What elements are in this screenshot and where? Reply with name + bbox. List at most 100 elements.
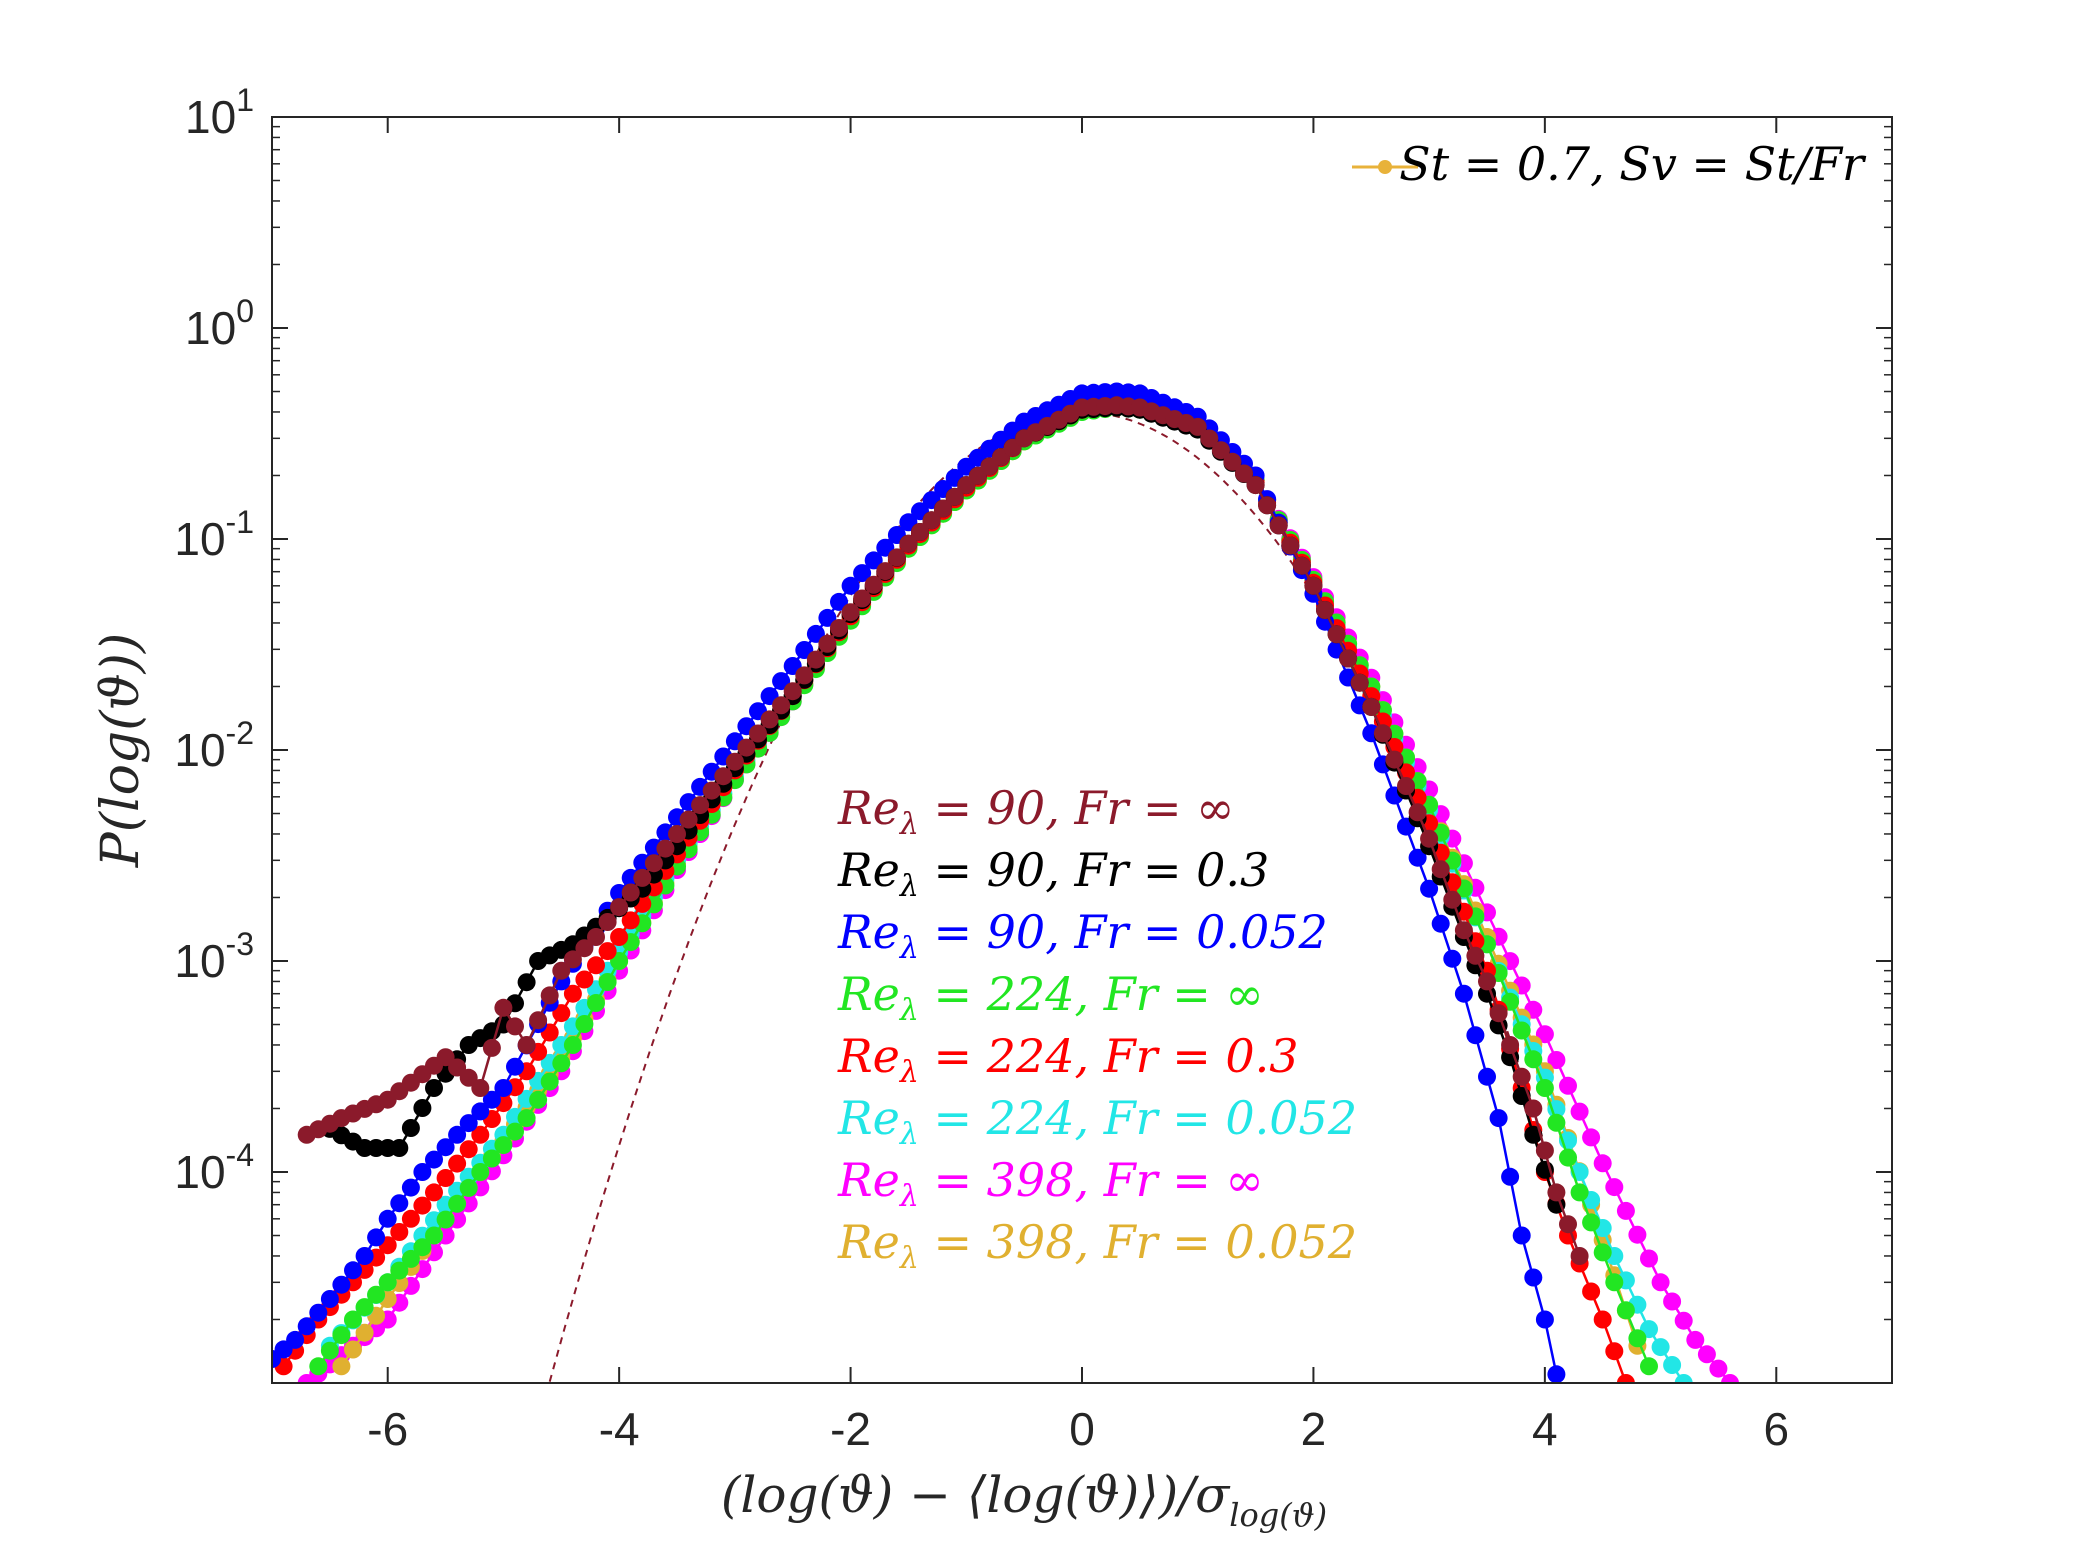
x-tick-label: -2	[830, 1403, 871, 1455]
data-point	[1570, 1102, 1589, 1121]
data-point	[448, 1194, 467, 1213]
data-point	[1547, 1195, 1566, 1214]
y-tick-label: 10-2	[174, 715, 254, 776]
data-point	[517, 973, 536, 992]
data-point	[1246, 476, 1265, 495]
data-point	[506, 1017, 524, 1036]
reference-curve-layer	[548, 411, 1546, 1382]
x-tick-label: 0	[1069, 1403, 1095, 1455]
data-point	[1385, 750, 1404, 769]
data-point	[702, 781, 721, 800]
data-point	[1547, 1051, 1566, 1069]
data-point	[390, 1223, 409, 1241]
data-point	[494, 1136, 513, 1155]
data-point	[1478, 1067, 1496, 1086]
data-point	[610, 898, 629, 917]
data-point	[425, 1226, 443, 1245]
data-point	[668, 825, 686, 843]
y-axis-ticks: 101 100 10-1 10-2 10-3 10-4	[174, 82, 1892, 1321]
data-point	[1616, 1201, 1635, 1220]
data-point	[1628, 1225, 1647, 1244]
data-point	[1547, 1113, 1566, 1132]
data-point	[1188, 417, 1207, 436]
data-point	[575, 1015, 594, 1033]
data-point	[459, 1114, 478, 1133]
data-point	[413, 1196, 432, 1215]
data-point	[1454, 984, 1473, 1003]
data-point	[401, 1119, 420, 1137]
data-point	[887, 548, 906, 567]
data-point	[1535, 1310, 1554, 1329]
series-annotation: Reλ = 224, Fr = 0.3	[837, 1029, 1299, 1090]
data-point	[853, 564, 872, 583]
data-point	[1721, 1374, 1739, 1383]
data-point	[1628, 1329, 1647, 1348]
data-point	[344, 1310, 362, 1329]
data-point	[436, 1138, 455, 1157]
data-point	[922, 511, 941, 530]
data-point	[1489, 1109, 1508, 1128]
data-point	[783, 682, 802, 701]
data-point	[367, 1228, 386, 1247]
data-point	[1674, 1311, 1693, 1330]
data-point	[1397, 777, 1415, 795]
data-point	[563, 950, 582, 969]
data-point	[355, 1323, 374, 1342]
x-tick-label: -6	[367, 1403, 408, 1455]
legend-label: St = 0.7, Sv = St/Fr	[1399, 137, 1867, 191]
x-axis-label-subscript: log(ϑ)	[1229, 1496, 1327, 1534]
data-point	[1362, 697, 1381, 716]
data-point	[1501, 1036, 1520, 1054]
data-point	[1605, 1342, 1624, 1361]
data-point	[1501, 1167, 1520, 1186]
data-point	[1640, 1357, 1658, 1376]
data-point	[1431, 914, 1450, 933]
data-point	[482, 1038, 501, 1057]
data-point	[911, 523, 929, 541]
data-point	[1547, 1100, 1566, 1119]
x-axis-label: (log(ϑ) − ⟨log(ϑ)⟩)/σlog(ϑ)	[721, 1466, 1327, 1534]
data-point	[355, 1247, 374, 1265]
data-point	[1686, 1330, 1705, 1349]
data-point	[1535, 1025, 1554, 1044]
data-point	[1547, 1365, 1566, 1383]
data-point	[737, 738, 756, 757]
data-point	[459, 1178, 478, 1197]
data-point	[899, 534, 918, 553]
data-point	[1408, 803, 1427, 822]
data-point	[1559, 1148, 1577, 1167]
data-point	[1373, 724, 1392, 743]
series-annotation: Reλ = 90, Fr = 0.3	[837, 843, 1269, 904]
data-point	[725, 752, 744, 771]
data-point	[1327, 625, 1346, 644]
data-point	[864, 551, 883, 570]
data-point	[1466, 946, 1485, 965]
series-annotation: Reλ = 224, Fr = 0.052	[837, 1091, 1357, 1152]
data-point	[1512, 1021, 1531, 1040]
data-point	[459, 1068, 478, 1087]
data-point	[1570, 1247, 1589, 1265]
data-point	[1593, 1243, 1612, 1262]
data-point	[459, 1140, 478, 1159]
data-point	[390, 1139, 409, 1157]
data-point	[818, 634, 837, 653]
data-point	[633, 868, 652, 887]
data-point	[1223, 452, 1242, 471]
data-point	[1431, 860, 1450, 879]
data-point	[448, 1154, 467, 1173]
data-point	[482, 1149, 501, 1168]
data-point	[691, 796, 710, 815]
data-point	[1339, 649, 1358, 668]
data-point	[1512, 1226, 1531, 1245]
data-point	[1269, 516, 1288, 535]
data-point	[1593, 1310, 1612, 1329]
data-point	[598, 942, 617, 961]
data-point	[1535, 1141, 1554, 1160]
legend: St = 0.7, Sv = St/Fr	[1352, 137, 1867, 191]
series-annotation: Reλ = 398, Fr = 0.052	[837, 1215, 1357, 1276]
data-point	[1524, 1099, 1543, 1118]
data-point	[1200, 429, 1219, 448]
data-point	[1443, 890, 1462, 909]
data-point	[401, 1249, 420, 1268]
